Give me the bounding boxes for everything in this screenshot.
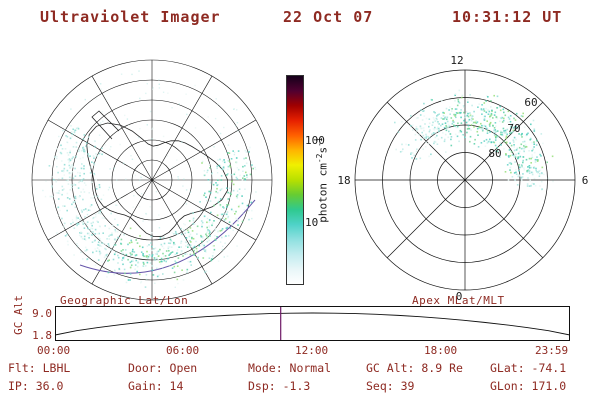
time-tick-0600: 06:00	[166, 344, 200, 357]
strip-chart-frame	[55, 306, 570, 341]
telemetry-door: Door: Open	[128, 361, 198, 375]
apex-polar-plot: 12 18 6 0 60 70 80	[337, 54, 589, 303]
gc-alt-tick-9: 9.0	[32, 307, 52, 320]
apex-plot-caption: Apex MLat/MLT	[412, 294, 505, 307]
altitude-strip-chart	[55, 306, 570, 341]
mlat-ring-label-80: 80	[488, 147, 501, 160]
telemetry-dsp: Dsp: -1.3	[248, 379, 311, 393]
gc-alt-tick-1.8: 1.8	[32, 329, 52, 342]
mlt-label-0: 0	[456, 290, 463, 303]
telemetry-glat: GLat: -74.1	[490, 361, 567, 375]
telemetry-gain: Gain: 14	[128, 379, 184, 393]
observation-date: 22 Oct 07	[283, 8, 374, 26]
units-exp2: -1	[315, 137, 324, 147]
geographic-auroral-emission-dots	[42, 70, 257, 288]
units-exp1: -2	[315, 153, 324, 164]
telemetry-seq: Seq: 39	[366, 379, 415, 393]
gc-alt-axis-label: GC Alt	[12, 295, 25, 335]
mlat-ring-label-70: 70	[507, 122, 520, 135]
units-mid: s	[316, 146, 330, 154]
telemetry-flt: Flt: LBHL	[8, 361, 71, 375]
mlt-label-12: 12	[450, 54, 463, 67]
time-tick-1800: 18:00	[424, 344, 458, 357]
time-tick-0000: 00:00	[37, 344, 71, 357]
colorbar-tick-100: 100	[305, 134, 325, 147]
telemetry-ip: IP: 36.0	[8, 379, 64, 393]
mlt-label-6: 6	[582, 174, 589, 187]
geographic-plot-caption: Geographic Lat/Lon	[60, 294, 189, 307]
apex-grid-lines	[354, 69, 576, 291]
intensity-colorbar	[286, 75, 304, 285]
geographic-polar-plot	[31, 59, 273, 301]
time-tick-2359: 23:59	[535, 344, 569, 357]
telemetry-glon: GLon: 171.0	[490, 379, 567, 393]
units-base: photon cm	[316, 163, 330, 223]
telemetry-gcalt: GC Alt: 8.9 Re	[366, 361, 463, 375]
observation-time: 10:31:12 UT	[452, 8, 563, 26]
page-title: Ultraviolet Imager	[40, 8, 221, 26]
time-tick-1200: 12:00	[295, 344, 329, 357]
telemetry-mode: Mode: Normal	[248, 361, 332, 375]
antarctica-coastline	[79, 110, 256, 274]
mlt-label-18: 18	[337, 174, 350, 187]
mlat-ring-label-60: 60	[524, 96, 537, 109]
gc-alt-curve	[55, 312, 570, 336]
apex-auroral-emission-dots	[394, 89, 554, 191]
colorbar-units-label: photon cm-2s-1	[315, 110, 330, 250]
colorbar-tick-10: 10	[305, 216, 319, 229]
